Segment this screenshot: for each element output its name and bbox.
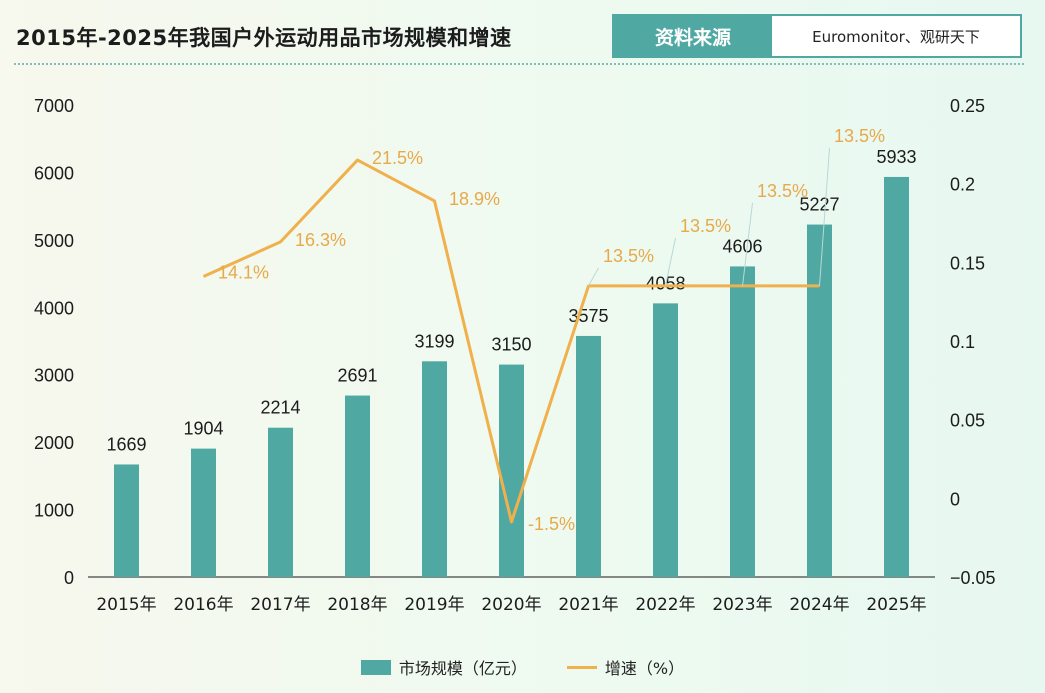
- bar-value-label: 2691: [337, 366, 377, 386]
- growth-label-leader: [742, 202, 753, 286]
- x-tick-label: 2019年: [404, 595, 464, 615]
- chart-title: 2015年-2025年我国户外运动用品市场规模和增速: [16, 26, 512, 50]
- y-right-tick-label: 0.25: [950, 96, 985, 116]
- growth-value-label: 13.5%: [757, 181, 808, 201]
- y-right-tick-label: 0.15: [950, 253, 985, 273]
- growth-value-label: 13.5%: [603, 246, 654, 266]
- bar: [422, 361, 447, 577]
- growth-label-leader: [588, 267, 599, 287]
- x-tick-label: 2025年: [866, 595, 926, 615]
- legend-swatch-line: [566, 665, 597, 669]
- source-box: 资料来源 Euromonitor、观研天下: [612, 14, 1022, 58]
- bar: [576, 335, 601, 577]
- legend-item-bar[interactable]: 市场规模（亿元）: [360, 655, 527, 679]
- legend: 市场规模（亿元） 增速（%）: [0, 655, 1045, 679]
- bar-value-label: 3150: [491, 335, 531, 355]
- growth-value-label: 16.3%: [295, 230, 346, 250]
- bar-value-label: 5227: [799, 195, 839, 215]
- bar-value-label: 5933: [876, 147, 916, 167]
- y-left-tick-label: 4000: [34, 298, 74, 318]
- x-tick-label: 2018年: [327, 595, 387, 615]
- bar: [268, 427, 293, 577]
- bar: [730, 266, 755, 577]
- bar: [653, 303, 678, 577]
- bar-value-label: 3199: [414, 331, 454, 351]
- y-right-tick-label: 0.05: [950, 411, 985, 431]
- growth-value-label: 13.5%: [680, 216, 731, 236]
- y-left-tick-label: 0: [64, 568, 74, 588]
- bar-value-label: 1669: [106, 434, 146, 454]
- y-left-tick-label: 6000: [34, 163, 74, 183]
- bar-value-label: 1904: [183, 419, 223, 439]
- legend-swatch-bar: [360, 659, 391, 675]
- x-tick-label: 2015年: [96, 595, 156, 615]
- x-tick-label: 2023年: [712, 595, 772, 615]
- growth-value-label: 18.9%: [449, 189, 500, 209]
- legend-label-line: 增速（%）: [604, 659, 685, 678]
- x-tick-label: 2021年: [558, 595, 618, 615]
- bar: [345, 395, 370, 577]
- legend-item-line[interactable]: 增速（%）: [566, 655, 685, 679]
- growth-label-leader: [819, 147, 830, 286]
- bar: [884, 176, 909, 577]
- source-label: 资料来源: [614, 16, 772, 56]
- y-right-tick-label: 0.1: [950, 332, 975, 352]
- x-tick-label: 2020年: [481, 595, 541, 615]
- bar: [807, 224, 832, 578]
- growth-value-label: -1.5%: [528, 514, 575, 534]
- x-tick-label: 2016年: [173, 595, 233, 615]
- y-right-tick-label: −0.05: [950, 568, 996, 588]
- legend-label-bar: 市场规模（亿元）: [398, 659, 527, 678]
- y-left-tick-label: 2000: [34, 433, 74, 453]
- bar: [114, 464, 139, 577]
- y-left-tick-label: 7000: [34, 96, 74, 116]
- y-left-tick-label: 1000: [34, 501, 74, 521]
- y-right-tick-label: 0.2: [950, 175, 975, 195]
- bar: [499, 364, 524, 577]
- growth-value-label: 14.1%: [218, 262, 269, 282]
- growth-line: [202, 158, 820, 524]
- y-right-tick-label: 0: [950, 489, 960, 509]
- bar: [191, 448, 216, 577]
- header-divider: [14, 63, 1024, 65]
- bar-value-label: 2214: [260, 398, 300, 418]
- x-tick-label: 2024年: [789, 595, 849, 615]
- bar-value-label: 4606: [722, 236, 762, 256]
- growth-value-label: 21.5%: [372, 148, 423, 168]
- growth-label-leader: [665, 237, 676, 287]
- bar-value-label: 4058: [645, 273, 685, 293]
- x-tick-label: 2022年: [635, 595, 695, 615]
- growth-value-label: 13.5%: [834, 126, 885, 146]
- bar-value-label: 3575: [568, 306, 608, 326]
- y-left-tick-label: 5000: [34, 231, 74, 251]
- source-value: Euromonitor、观研天下: [812, 27, 980, 46]
- x-tick-label: 2017年: [250, 595, 310, 615]
- y-left-tick-label: 3000: [34, 366, 74, 386]
